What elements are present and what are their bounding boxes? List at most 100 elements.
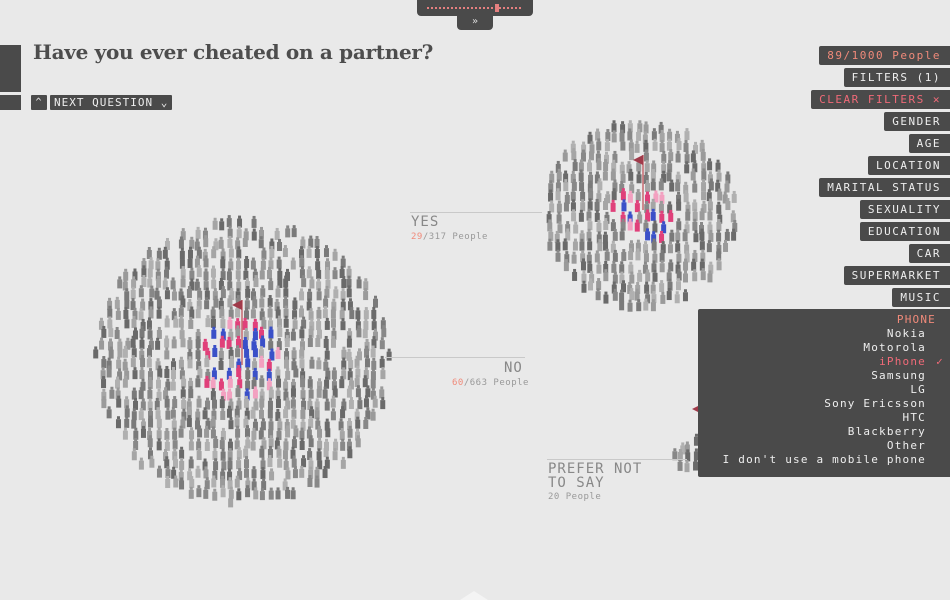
person-figure	[650, 178, 656, 191]
flag-icon	[232, 300, 242, 310]
person-figure	[667, 160, 673, 173]
filter-sexuality[interactable]: SEXUALITY	[859, 200, 950, 219]
phone-option-blackberry[interactable]: Blackberry	[847, 425, 926, 438]
person-figure	[611, 130, 617, 143]
person-figure	[218, 278, 224, 291]
filter-supermarket[interactable]: SUPERMARKET	[843, 266, 950, 285]
phone-option-sony-ericsson[interactable]: Sony Ericsson	[824, 397, 926, 410]
person-figure	[243, 415, 249, 428]
person-figure	[276, 445, 282, 458]
person-figure	[277, 455, 283, 468]
filter-marital-status[interactable]: MARITAL STATUS	[819, 178, 950, 197]
person-figure	[155, 258, 161, 271]
person-figure	[147, 275, 153, 288]
person-figure	[130, 335, 136, 348]
filter-gender[interactable]: GENDER	[884, 112, 950, 131]
person-figure	[347, 298, 353, 311]
person-figure	[292, 307, 298, 320]
person-figure	[596, 158, 602, 171]
person-figure	[565, 228, 571, 241]
person-figure	[130, 355, 136, 368]
person-figure	[138, 285, 144, 298]
left-panel-tab[interactable]	[0, 45, 21, 92]
person-figure	[164, 237, 170, 250]
person-figure	[236, 246, 242, 259]
yes-count: 29/317 People	[411, 232, 488, 242]
phone-option-htc[interactable]: HTC	[902, 411, 926, 424]
person-figure	[218, 357, 224, 370]
person-figure	[124, 316, 130, 329]
person-figure	[323, 445, 329, 458]
person-figure	[637, 269, 643, 282]
person-figure	[588, 148, 594, 161]
phone-option-lg[interactable]: LG	[910, 383, 926, 396]
double-chevron-down-icon[interactable]: »	[457, 15, 493, 30]
filter-car[interactable]: CAR	[908, 244, 950, 263]
person-figure	[212, 217, 218, 230]
phone-option-none[interactable]: I don't use a mobile phone	[722, 453, 926, 466]
filter-music[interactable]: MUSIC	[892, 288, 950, 307]
yes-count-highlight: 29	[411, 232, 423, 242]
person-figure	[684, 151, 690, 164]
slider-knob[interactable]	[495, 4, 499, 12]
next-question-button[interactable]: NEXT QUESTION ⌄	[50, 95, 173, 110]
person-figure	[236, 397, 242, 410]
person-figure	[340, 288, 346, 301]
person-figure	[170, 378, 176, 391]
question-slider[interactable]	[417, 0, 533, 16]
person-figure	[267, 266, 273, 279]
person-figure	[261, 437, 267, 450]
person-figure	[637, 211, 643, 224]
phone-option-iphone[interactable]: iPhone ✓	[698, 355, 943, 369]
phone-option-motorola[interactable]: Motorola	[863, 341, 926, 354]
person-figure	[316, 385, 322, 398]
clear-filters-button[interactable]: CLEAR FILTERS ✕	[811, 90, 950, 109]
person-figure	[186, 406, 192, 419]
person-figure	[355, 435, 361, 448]
person-figure	[188, 316, 194, 329]
person-figure	[546, 211, 552, 224]
person-figure	[332, 267, 338, 280]
person-figure	[308, 325, 314, 338]
left-panel-tab-small[interactable]	[0, 95, 21, 110]
person-figure	[628, 261, 634, 274]
bottom-panel-tab[interactable]	[460, 591, 488, 600]
person-figure	[675, 171, 681, 184]
person-figure	[700, 249, 706, 262]
person-figure	[547, 219, 553, 232]
person-figure	[266, 358, 272, 371]
person-figure	[667, 241, 673, 254]
filter-age[interactable]: AGE	[908, 134, 950, 153]
person-figure	[330, 306, 336, 319]
person-figure	[268, 386, 274, 399]
person-figure	[266, 378, 272, 391]
person-figure	[629, 271, 635, 284]
person-figure	[332, 448, 338, 461]
person-figure	[210, 315, 216, 328]
person-figure	[349, 307, 355, 320]
chevron-up-icon[interactable]: ^	[31, 95, 47, 110]
person-figure	[619, 298, 625, 311]
filter-location[interactable]: LOCATION	[868, 156, 950, 175]
person-figure	[220, 427, 226, 440]
person-figure	[132, 307, 138, 320]
person-figure	[324, 376, 330, 389]
phone-option-samsung[interactable]: Samsung	[871, 369, 926, 382]
person-figure	[275, 395, 281, 408]
phone-option-other[interactable]: Other	[886, 439, 926, 452]
person-figure	[179, 327, 185, 340]
filters-toggle-button[interactable]: FILTERS (1)	[843, 68, 950, 87]
person-figure	[275, 387, 281, 400]
person-figure	[250, 306, 256, 319]
person-figure	[579, 238, 585, 251]
phone-filter-title[interactable]: PHONE	[896, 313, 936, 326]
person-figure	[346, 275, 352, 288]
person-figure	[108, 346, 114, 359]
filter-education[interactable]: EDUCATION	[859, 222, 950, 241]
phone-option-nokia[interactable]: Nokia	[886, 327, 926, 340]
person-figure	[331, 298, 337, 311]
person-figure	[547, 238, 553, 251]
person-figure	[243, 465, 249, 478]
person-figure	[244, 407, 250, 420]
person-figure	[581, 270, 587, 283]
